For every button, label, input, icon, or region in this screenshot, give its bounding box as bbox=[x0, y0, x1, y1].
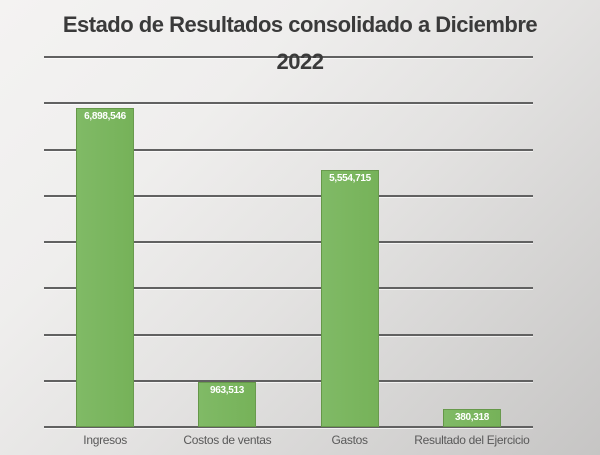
gridline bbox=[44, 426, 533, 428]
gridline bbox=[44, 56, 533, 58]
gridline bbox=[44, 148, 533, 151]
chart-title-line2: 2022 bbox=[276, 49, 324, 74]
bar-value-label: 5,554,715 bbox=[329, 173, 371, 184]
gridline bbox=[44, 379, 533, 382]
category-label-resultado-del-ejercicio: Resultado del Ejercicio bbox=[414, 433, 530, 447]
gridline bbox=[44, 241, 533, 243]
chart-title: Estado de Resultados consolidado a Dicie… bbox=[0, 6, 600, 80]
plot-area: 6,898,546 963,513 5,554,715 380,318 bbox=[44, 56, 533, 428]
bar-value-label: 6,898,546 bbox=[84, 111, 126, 122]
gridline bbox=[44, 287, 533, 290]
gridline bbox=[44, 102, 533, 105]
chart-title-line1: Estado de Resultados consolidado a Dicie… bbox=[62, 12, 538, 37]
bar-ingresos: 6,898,546 bbox=[76, 108, 134, 427]
bar-resultado-del-ejercicio: 380,318 bbox=[443, 409, 501, 427]
category-label-ingresos: Ingresos bbox=[83, 433, 127, 447]
gridline bbox=[44, 194, 533, 197]
category-label-gastos: Gastos bbox=[331, 433, 369, 447]
bar-value-label: 963,513 bbox=[209, 385, 245, 396]
bar-gastos: 5,554,715 bbox=[321, 170, 379, 427]
bar-value-label: 380,318 bbox=[454, 412, 490, 423]
category-label-costos-de-ventas: Costos de ventas bbox=[183, 433, 272, 447]
category-axis: Ingresos Costos de ventas Gastos Resultado … bbox=[44, 433, 533, 447]
gridline bbox=[44, 333, 533, 336]
bar-costos-de-ventas: 963,513 bbox=[198, 382, 256, 427]
